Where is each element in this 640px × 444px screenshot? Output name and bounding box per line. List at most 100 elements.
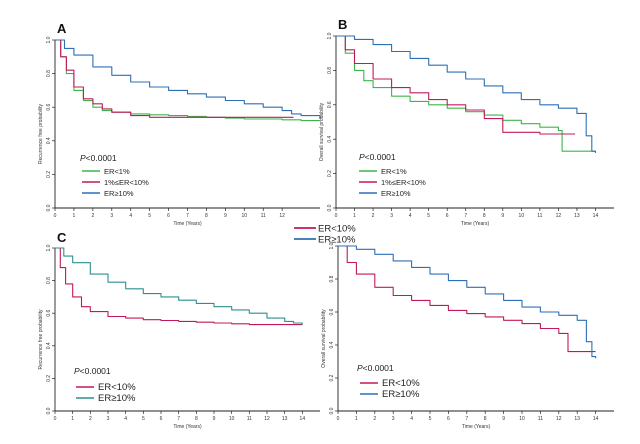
y-tick-label: 0.2 xyxy=(46,375,52,382)
x-tick-label: 14 xyxy=(593,416,599,422)
x-tick-label: 4 xyxy=(124,416,127,422)
x-tick-label: 0 xyxy=(54,213,57,219)
x-tick-label: 8 xyxy=(483,213,486,219)
p-value-symbol: P xyxy=(357,363,363,373)
x-axis-label: Time (Years) xyxy=(461,221,490,227)
km-curve-3 xyxy=(336,35,597,153)
p-value-symbol: P xyxy=(359,152,365,162)
legend-label: ER≥10% xyxy=(104,189,134,198)
y-tick-label: 0.4 xyxy=(329,341,335,348)
p-value-text: <0.0001 xyxy=(80,366,111,376)
x-tick-label: 13 xyxy=(574,213,580,219)
p-value-text: <0.0001 xyxy=(363,363,394,373)
y-tick-label: 0.0 xyxy=(329,407,335,414)
y-tick-label: 0.0 xyxy=(46,407,52,414)
y-axis-label: Recurrence free probability xyxy=(38,309,44,370)
y-tick-label: 0.6 xyxy=(46,104,52,111)
y-tick-label: 0.6 xyxy=(329,308,335,315)
x-tick-label: 4 xyxy=(129,213,132,219)
y-tick-label: 1.0 xyxy=(329,242,335,249)
legend-label: ER≥10% xyxy=(98,393,136,404)
y-tick-label: 1.0 xyxy=(46,244,52,251)
x-tick-label: 3 xyxy=(110,213,113,219)
km-curve-1 xyxy=(55,39,320,122)
x-tick-label: 5 xyxy=(148,213,151,219)
x-tick-label: 3 xyxy=(392,416,395,422)
km-curve-2 xyxy=(55,247,303,325)
x-tick-label: 7 xyxy=(465,416,468,422)
y-tick-label: 0.4 xyxy=(327,136,333,143)
x-tick-label: 8 xyxy=(205,213,208,219)
km-curve-3 xyxy=(55,39,321,119)
x-tick-label: 0 xyxy=(54,416,57,422)
y-tick-label: 0.2 xyxy=(46,171,52,178)
x-tick-label: 6 xyxy=(446,213,449,219)
km-curve-1 xyxy=(55,247,303,326)
x-tick-label: 9 xyxy=(224,213,227,219)
x-tick-label: 10 xyxy=(519,416,525,422)
x-tick-label: 7 xyxy=(464,213,467,219)
x-tick-label: 9 xyxy=(501,213,504,219)
p-value: P<0.0001 xyxy=(80,153,117,163)
x-tick-label: 1 xyxy=(353,213,356,219)
y-tick-label: 1.0 xyxy=(327,32,333,39)
floating-legend-label: ER≥10% xyxy=(318,235,356,246)
x-tick-label: 0 xyxy=(335,213,338,219)
y-tick-label: 0.0 xyxy=(327,204,333,211)
x-tick-label: 11 xyxy=(247,416,252,422)
x-tick-label: 12 xyxy=(556,213,562,219)
x-tick-label: 13 xyxy=(574,416,580,422)
x-tick-label: 6 xyxy=(160,416,163,422)
x-tick-label: 11 xyxy=(538,416,543,422)
x-tick-label: 8 xyxy=(195,416,198,422)
y-tick-label: 0.8 xyxy=(46,70,52,77)
y-tick-label: 0.6 xyxy=(327,101,333,108)
km-curve-1 xyxy=(338,245,596,353)
x-tick-label: 12 xyxy=(279,213,285,219)
x-tick-label: 2 xyxy=(373,416,376,422)
x-tick-label: 14 xyxy=(300,416,306,422)
panel-d: 0.00.20.40.60.81.00 1 2 3 4 5 6 7 8 9 10 11 12 13 14Ti… xyxy=(321,242,614,430)
y-tick-label: 0.4 xyxy=(46,342,52,349)
legend-label: ER<1% xyxy=(104,167,130,176)
legend: ER<10%ER≥10% xyxy=(76,382,136,404)
p-value-text: <0.0001 xyxy=(365,152,396,162)
x-tick-label: 13 xyxy=(282,416,288,422)
x-tick-label: 7 xyxy=(186,213,189,219)
x-axis-label: Time (Years) xyxy=(173,424,202,430)
x-tick-label: 10 xyxy=(242,213,248,219)
x-tick-label: 6 xyxy=(167,213,170,219)
x-tick-label: 14 xyxy=(593,213,599,219)
x-tick-label: 12 xyxy=(264,416,270,422)
panel-c: 0.00.20.40.60.81.00 1 2 3 4 5 6 7 8 9 10 11 12 13 14Ti… xyxy=(38,230,320,430)
x-tick-label: 6 xyxy=(447,416,450,422)
floating-legend: ER<10%ER≥10% xyxy=(294,224,356,246)
x-tick-label: 0 xyxy=(337,416,340,422)
x-tick-label: 3 xyxy=(107,416,110,422)
legend-label: ER≥10% xyxy=(382,389,420,400)
x-tick-label: 2 xyxy=(89,416,92,422)
x-tick-label: 1 xyxy=(71,416,74,422)
x-tick-label: 9 xyxy=(502,416,505,422)
y-tick-label: 0.8 xyxy=(329,275,335,282)
p-value: P<0.0001 xyxy=(357,363,394,373)
y-tick-label: 0.8 xyxy=(327,67,333,74)
legend-label: 1%≤ER<10% xyxy=(381,178,426,187)
x-tick-label: 2 xyxy=(91,213,94,219)
p-value-symbol: P xyxy=(74,366,80,376)
x-tick-label: 12 xyxy=(556,416,562,422)
x-tick-label: 10 xyxy=(229,416,235,422)
x-tick-label: 2 xyxy=(372,213,375,219)
x-axis-label: Time (Years) xyxy=(462,424,491,430)
y-tick-label: 1.0 xyxy=(46,36,52,43)
y-axis-label: Recurrence free probability xyxy=(38,103,44,164)
legend-label: ER<10% xyxy=(98,382,136,393)
x-tick-label: 3 xyxy=(390,213,393,219)
x-tick-label: 9 xyxy=(213,416,216,422)
panel-letter: B xyxy=(338,17,347,32)
panel-letter: C xyxy=(57,230,67,245)
km-curve-2 xyxy=(55,39,294,118)
legend: ER<10%ER≥10% xyxy=(360,378,420,400)
